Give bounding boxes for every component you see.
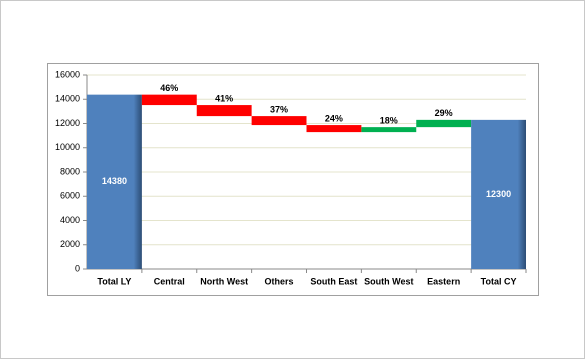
change-label: 24% xyxy=(325,113,343,123)
change-label: 29% xyxy=(435,108,453,118)
x-tick-label: Total CY xyxy=(481,276,517,286)
y-tick-label: 10000 xyxy=(55,142,80,152)
y-tick-label: 2000 xyxy=(60,239,80,249)
y-tick-label: 0 xyxy=(75,263,80,273)
x-tick-label: South East xyxy=(310,276,357,286)
change-bar xyxy=(196,105,252,117)
change-bar xyxy=(306,125,362,133)
change-label: 41% xyxy=(215,93,233,103)
x-tick-label: Others xyxy=(265,276,294,286)
x-tick-label: Eastern xyxy=(427,276,460,286)
value-label: 12300 xyxy=(486,189,511,199)
x-tick-label: Central xyxy=(154,276,185,286)
x-tick-label: North West xyxy=(200,276,248,286)
total-bar xyxy=(471,119,526,269)
y-tick-label: 4000 xyxy=(60,215,80,225)
x-tick-label: South West xyxy=(364,276,413,286)
change-bar xyxy=(141,94,197,106)
y-tick-label: 12000 xyxy=(55,118,80,128)
total-bar xyxy=(87,94,142,269)
change-bar xyxy=(416,119,472,128)
change-label: 18% xyxy=(380,116,398,126)
y-tick-label: 16000 xyxy=(55,69,80,79)
y-tick-label: 14000 xyxy=(55,94,80,104)
value-label: 14380 xyxy=(102,176,127,186)
change-label: 46% xyxy=(160,83,178,93)
y-tick-label: 8000 xyxy=(60,166,80,176)
y-tick-label: 6000 xyxy=(60,191,80,201)
change-bar xyxy=(361,127,417,133)
change-bar xyxy=(251,116,307,126)
change-label: 37% xyxy=(270,104,288,114)
x-tick-label: Total LY xyxy=(97,276,131,286)
